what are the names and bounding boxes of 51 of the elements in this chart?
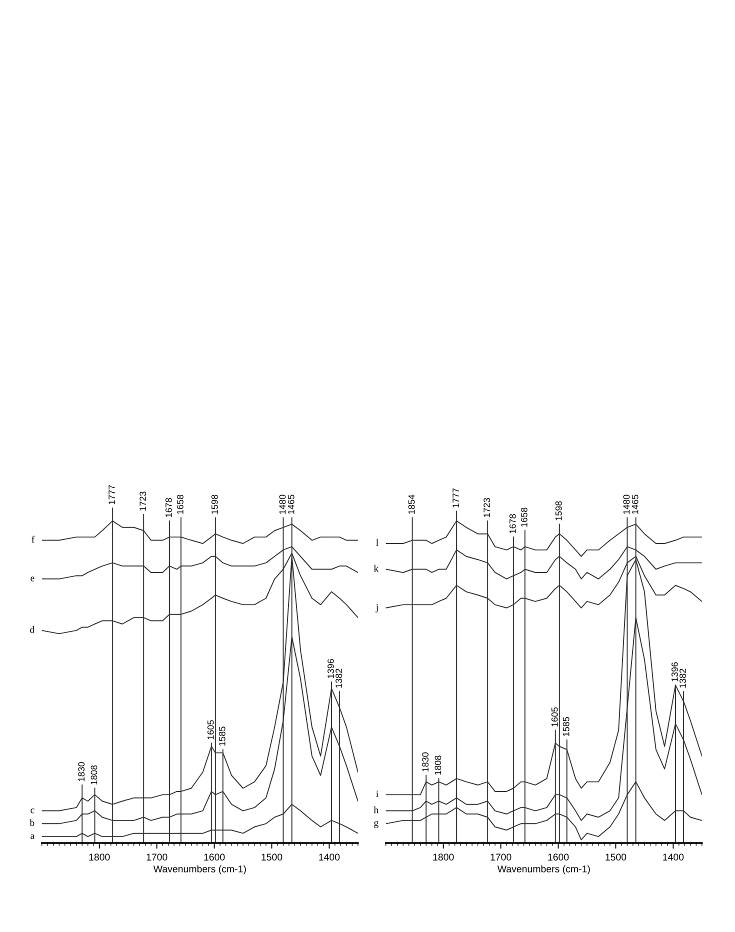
annotation: 1830 xyxy=(422,752,429,772)
annotation: 1830 xyxy=(78,762,85,782)
annotation: 1658 xyxy=(176,494,184,514)
series-label: b xyxy=(30,819,34,826)
x-axis-title: Wavenumbers (cm-1) xyxy=(153,865,246,874)
annotation: 1605 xyxy=(551,707,558,726)
annotation: 1585 xyxy=(218,726,226,746)
annotation: 1598 xyxy=(211,494,218,514)
series-label: g xyxy=(374,820,378,828)
series-label: j xyxy=(376,604,378,612)
x-tick-label: 1800 xyxy=(433,854,454,861)
annotation: 1396 xyxy=(328,659,334,678)
series-label: i xyxy=(376,790,378,798)
series-label: k xyxy=(374,564,379,572)
annotation: 1382 xyxy=(336,668,342,688)
series-label: h xyxy=(374,806,378,814)
x-axis-title: Wavenumbers (cm-1) xyxy=(497,865,590,874)
annotation: 1808 xyxy=(434,756,442,775)
annotation: 1465 xyxy=(288,494,294,514)
x-tick-label: 1400 xyxy=(319,854,340,861)
x-tick-label: 1700 xyxy=(146,854,168,861)
annotation: 1808 xyxy=(90,765,98,784)
x-tick-label: 1700 xyxy=(490,854,512,861)
annotation: 1777 xyxy=(108,485,115,504)
x-tick-label: 1500 xyxy=(606,854,626,861)
annotation: 1480 xyxy=(279,494,286,514)
annotation: 1382 xyxy=(680,668,686,688)
series-label: e xyxy=(30,576,34,582)
annotation: 1854 xyxy=(408,494,415,514)
x-tick-label: 1500 xyxy=(262,854,282,861)
annotation: 1585 xyxy=(562,717,570,736)
annotation: 1605 xyxy=(207,720,214,740)
annotation: 1723 xyxy=(484,498,490,518)
series-label: a xyxy=(30,834,34,839)
annotation: 1678 xyxy=(165,498,172,518)
series-label: d xyxy=(30,626,34,633)
annotation: 1723 xyxy=(140,492,146,511)
x-tick-label: 1400 xyxy=(663,854,684,861)
annotation: 1658 xyxy=(520,508,528,527)
x-tick-label: 1600 xyxy=(204,854,225,861)
series-label: c xyxy=(30,808,34,814)
series-label: f xyxy=(32,536,35,543)
series-label: l xyxy=(376,539,378,546)
annotation: 1678 xyxy=(509,514,516,534)
annotation: 1598 xyxy=(555,501,562,520)
annotation: 1777 xyxy=(452,488,459,508)
x-tick-label: 1600 xyxy=(548,854,569,861)
annotation: 1396 xyxy=(672,662,678,682)
annotation: 1465 xyxy=(632,494,638,514)
x-tick-label: 1800 xyxy=(89,854,110,861)
annotation: 1480 xyxy=(623,494,630,514)
